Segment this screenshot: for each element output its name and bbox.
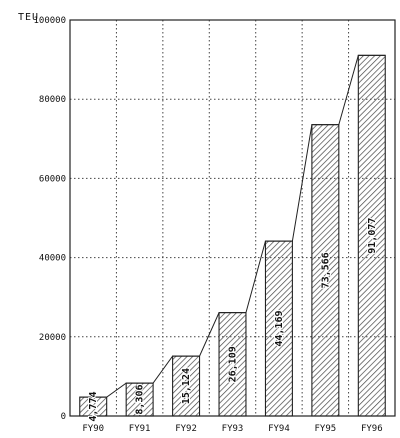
bar-value-label: 73,566 [320, 252, 331, 288]
bars [79, 54, 386, 417]
y-tick-label: 20000 [39, 333, 66, 343]
y-axis-title: TEU [18, 12, 39, 23]
bar-value-label: 15,124 [181, 368, 192, 404]
trend-line-layer [79, 54, 386, 398]
bar-value-label: 4,774 [88, 391, 99, 421]
x-tick-label: FY95 [315, 424, 337, 434]
bar [125, 382, 154, 417]
y-tick-label: 0 [61, 412, 66, 422]
y-tick-label: 40000 [39, 254, 66, 264]
bar-value-label: 44,169 [274, 310, 285, 346]
bar [311, 124, 340, 417]
labels: 0 20000 40000 60000 80000 100000 FY90 4,774 FY91… [33, 16, 382, 434]
x-tick-label: FY93 [222, 424, 244, 434]
bar [357, 54, 386, 417]
x-tick-label: FY96 [361, 424, 383, 434]
bar-value-label: 26,109 [228, 346, 239, 382]
x-tick-label: FY90 [82, 424, 104, 434]
x-tick-label: FY91 [129, 424, 151, 434]
x-tick-label: FY92 [175, 424, 197, 434]
y-tick-label: 60000 [39, 174, 66, 184]
y-tick-label: 80000 [39, 95, 66, 105]
y-tick-label: 100000 [33, 16, 66, 26]
bar [264, 240, 293, 417]
bar [218, 312, 247, 417]
trend-line [79, 54, 386, 398]
bar-value-label: 8,306 [135, 384, 146, 414]
x-tick-label: FY94 [268, 424, 290, 434]
bar-value-label: 91,077 [367, 218, 378, 254]
